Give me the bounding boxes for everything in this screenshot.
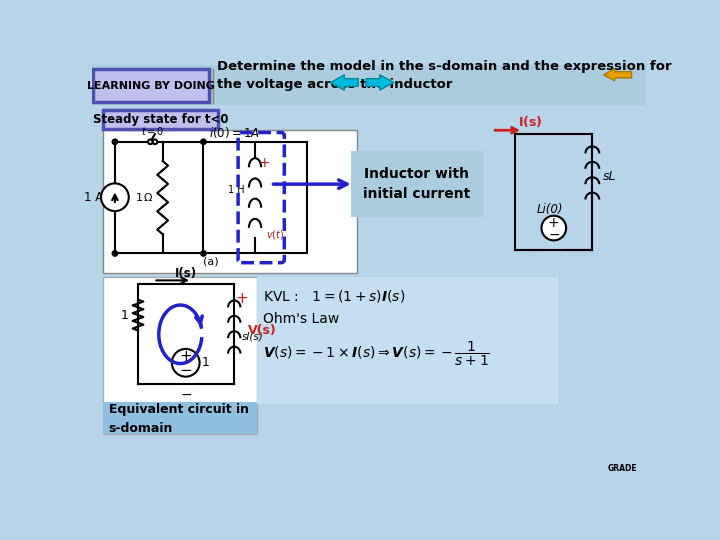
Text: $1\,\Omega$: $1\,\Omega$ bbox=[135, 191, 153, 203]
Text: (a): (a) bbox=[203, 256, 219, 266]
Text: $-$: $-$ bbox=[180, 387, 192, 401]
FancyBboxPatch shape bbox=[102, 110, 218, 129]
Circle shape bbox=[148, 139, 153, 144]
Text: Equivalent circuit in
s-domain: Equivalent circuit in s-domain bbox=[109, 403, 248, 435]
Text: Steady state for t<0: Steady state for t<0 bbox=[93, 113, 228, 126]
Text: Ohm's Law: Ohm's Law bbox=[263, 312, 339, 326]
Text: LEARNING BY DOING: LEARNING BY DOING bbox=[87, 80, 215, 91]
Circle shape bbox=[112, 251, 117, 256]
Text: I(s): I(s) bbox=[175, 267, 197, 280]
FancyBboxPatch shape bbox=[351, 151, 483, 217]
Text: 1 A: 1 A bbox=[84, 191, 103, 204]
Text: $\mathbf{I(s)}$: $\mathbf{I(s)}$ bbox=[518, 114, 543, 129]
Text: +: + bbox=[179, 349, 192, 364]
Polygon shape bbox=[366, 75, 394, 90]
Bar bbox=[104, 276, 257, 434]
Text: KVL :   $1=(1+s)\boldsymbol{I}(s)$: KVL : $1=(1+s)\boldsymbol{I}(s)$ bbox=[263, 288, 405, 304]
Text: 1: 1 bbox=[121, 308, 129, 321]
Polygon shape bbox=[330, 75, 359, 90]
Circle shape bbox=[112, 139, 117, 145]
Text: sL: sL bbox=[603, 170, 616, 183]
Text: Determine the model in the s-domain and the expression for
the voltage across th: Determine the model in the s-domain and … bbox=[217, 60, 672, 91]
Text: $-$: $-$ bbox=[548, 226, 560, 240]
Text: $\boldsymbol{V}(s) = -1 \times \boldsymbol{I}(s) \Rightarrow \boldsymbol{V}(s) =: $\boldsymbol{V}(s) = -1 \times \boldsymb… bbox=[263, 339, 490, 368]
Polygon shape bbox=[604, 69, 631, 81]
Text: Inductor with
initial current: Inductor with initial current bbox=[363, 167, 470, 201]
Circle shape bbox=[541, 215, 566, 240]
Circle shape bbox=[101, 184, 129, 211]
Circle shape bbox=[153, 139, 157, 144]
Text: $-$: $-$ bbox=[179, 361, 192, 376]
Text: $v(t)$: $v(t)$ bbox=[266, 228, 284, 241]
Text: 1: 1 bbox=[202, 356, 210, 369]
Bar bbox=[257, 276, 558, 403]
Bar bbox=[104, 130, 357, 273]
Circle shape bbox=[201, 139, 206, 145]
Text: 1 H: 1 H bbox=[228, 185, 244, 194]
Text: +: + bbox=[258, 157, 270, 170]
Text: sI(s): sI(s) bbox=[242, 332, 264, 342]
Text: Li(0): Li(0) bbox=[536, 203, 563, 216]
Text: $t=0$: $t=0$ bbox=[141, 125, 164, 137]
Text: $\mathbf{\it{i}(0)=1A}$: $\mathbf{\it{i}(0)=1A}$ bbox=[209, 125, 260, 140]
Text: +: + bbox=[235, 291, 248, 306]
Circle shape bbox=[172, 349, 199, 377]
Bar bbox=[104, 402, 257, 434]
Circle shape bbox=[201, 251, 206, 256]
Text: +: + bbox=[548, 215, 559, 230]
Text: GRADE: GRADE bbox=[608, 464, 637, 473]
Text: V(s): V(s) bbox=[248, 324, 277, 337]
FancyBboxPatch shape bbox=[94, 70, 209, 102]
Bar bbox=[92, 65, 647, 105]
